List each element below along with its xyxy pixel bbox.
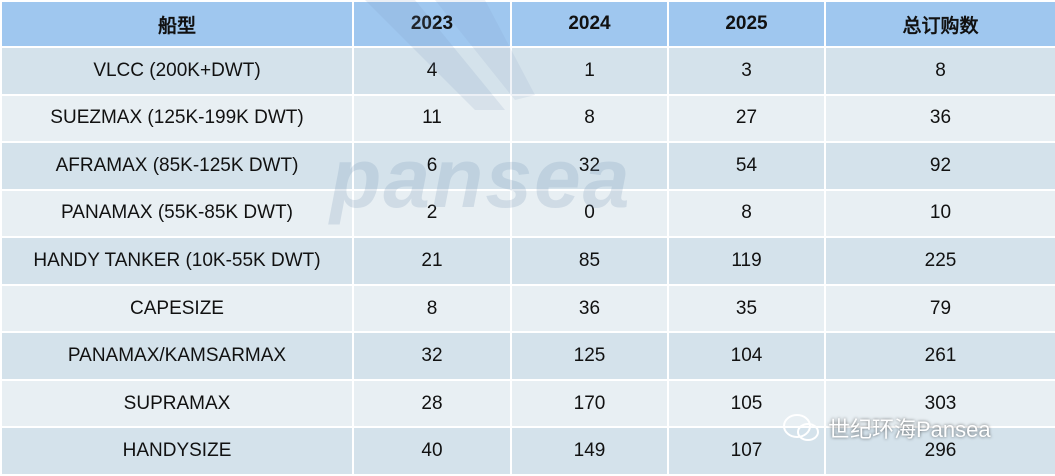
header-row: 船型 2023 2024 2025 总订购数: [0, 0, 1055, 48]
table-cell: 0: [510, 188, 669, 239]
table-cell: 6: [352, 141, 512, 191]
table-cell: 119: [667, 236, 826, 286]
table-row: CAPESIZE 8 36 35 79: [0, 283, 1055, 334]
table-cell: 36: [510, 283, 669, 334]
table-row: VLCC (200K+DWT) 4 1 3 8: [0, 46, 1055, 96]
table-cell: 2: [352, 188, 512, 239]
header-cell: 2024: [510, 0, 669, 48]
badge-text: 世纪环海Pansea: [828, 417, 991, 442]
badge: 世纪环海Pansea: [782, 412, 991, 444]
table-cell: 32: [352, 331, 512, 381]
table-cell: 8: [510, 93, 669, 144]
table-cell: HANDY TANKER (10K-55K DWT): [0, 236, 354, 286]
table-cell: 21: [352, 236, 512, 286]
table-cell: SUEZMAX (125K-199K DWT): [0, 93, 354, 144]
header-cell: 2025: [667, 0, 826, 48]
table-cell: 1: [510, 46, 669, 96]
table-cell: AFRAMAX (85K-125K DWT): [0, 141, 354, 191]
table-cell: PANAMAX/KAMSARMAX: [0, 331, 354, 381]
table-cell: HANDYSIZE: [0, 426, 354, 476]
table-cell: 296: [824, 426, 1055, 476]
table-cell: VLCC (200K+DWT): [0, 46, 354, 96]
table-cell: 35: [667, 283, 826, 334]
table-cell: 32: [510, 141, 669, 191]
table-cell: 125: [510, 331, 669, 381]
badge-icon: [783, 414, 819, 441]
table-cell: 3: [667, 46, 826, 96]
table-row: SUPRAMAX 28 170 105 303: [0, 378, 1055, 429]
table-cell: 27: [667, 93, 826, 144]
table-cell: 10: [824, 188, 1055, 239]
table-cell: 104: [667, 331, 826, 381]
header-cell: 船型: [0, 0, 354, 48]
table-row: PANAMAX/KAMSARMAX 32 125 104 261: [0, 331, 1055, 381]
table-cell: CAPESIZE: [0, 283, 354, 334]
table-row: HANDY TANKER (10K-55K DWT) 21 85 119 225: [0, 236, 1055, 286]
table-cell: 170: [510, 378, 669, 429]
header-cell: 2023: [352, 0, 512, 48]
table-cell: 79: [824, 283, 1055, 334]
table-cell: 8: [352, 283, 512, 334]
table-cell: 54: [667, 141, 826, 191]
table-cell: 28: [352, 378, 512, 429]
table-cell: PANAMAX (55K-85K DWT): [0, 188, 354, 239]
table-cell: 105: [667, 378, 826, 429]
table-cell: SUPRAMAX: [0, 378, 354, 429]
table-cell: 8: [667, 188, 826, 239]
table-row: HANDYSIZE 40 149 107 296: [0, 426, 1055, 476]
header-cell: 总订购数: [824, 0, 1055, 48]
table-row: AFRAMAX (85K-125K DWT) 6 32 54 92: [0, 141, 1055, 191]
table-cell: 261: [824, 331, 1055, 381]
table-cell: 11: [352, 93, 512, 144]
table-cell: 8: [824, 46, 1055, 96]
table-cell: 85: [510, 236, 669, 286]
table-body: VLCC (200K+DWT) 4 1 3 8 SUEZMAX (125K-199K DW…: [0, 46, 1055, 476]
table-cell: 92: [824, 141, 1055, 191]
table-cell: 36: [824, 93, 1055, 144]
table-cell: 4: [352, 46, 512, 96]
table-cell: 107: [667, 426, 826, 476]
table-row: PANAMAX (55K-85K DWT) 2 0 8 10: [0, 188, 1055, 239]
table-cell: 40: [352, 426, 512, 476]
table-cell: 149: [510, 426, 669, 476]
table-cell: 225: [824, 236, 1055, 286]
table-row: SUEZMAX (125K-199K DWT) 11 8 27 36: [0, 93, 1055, 144]
table-cell: 303: [824, 378, 1055, 429]
